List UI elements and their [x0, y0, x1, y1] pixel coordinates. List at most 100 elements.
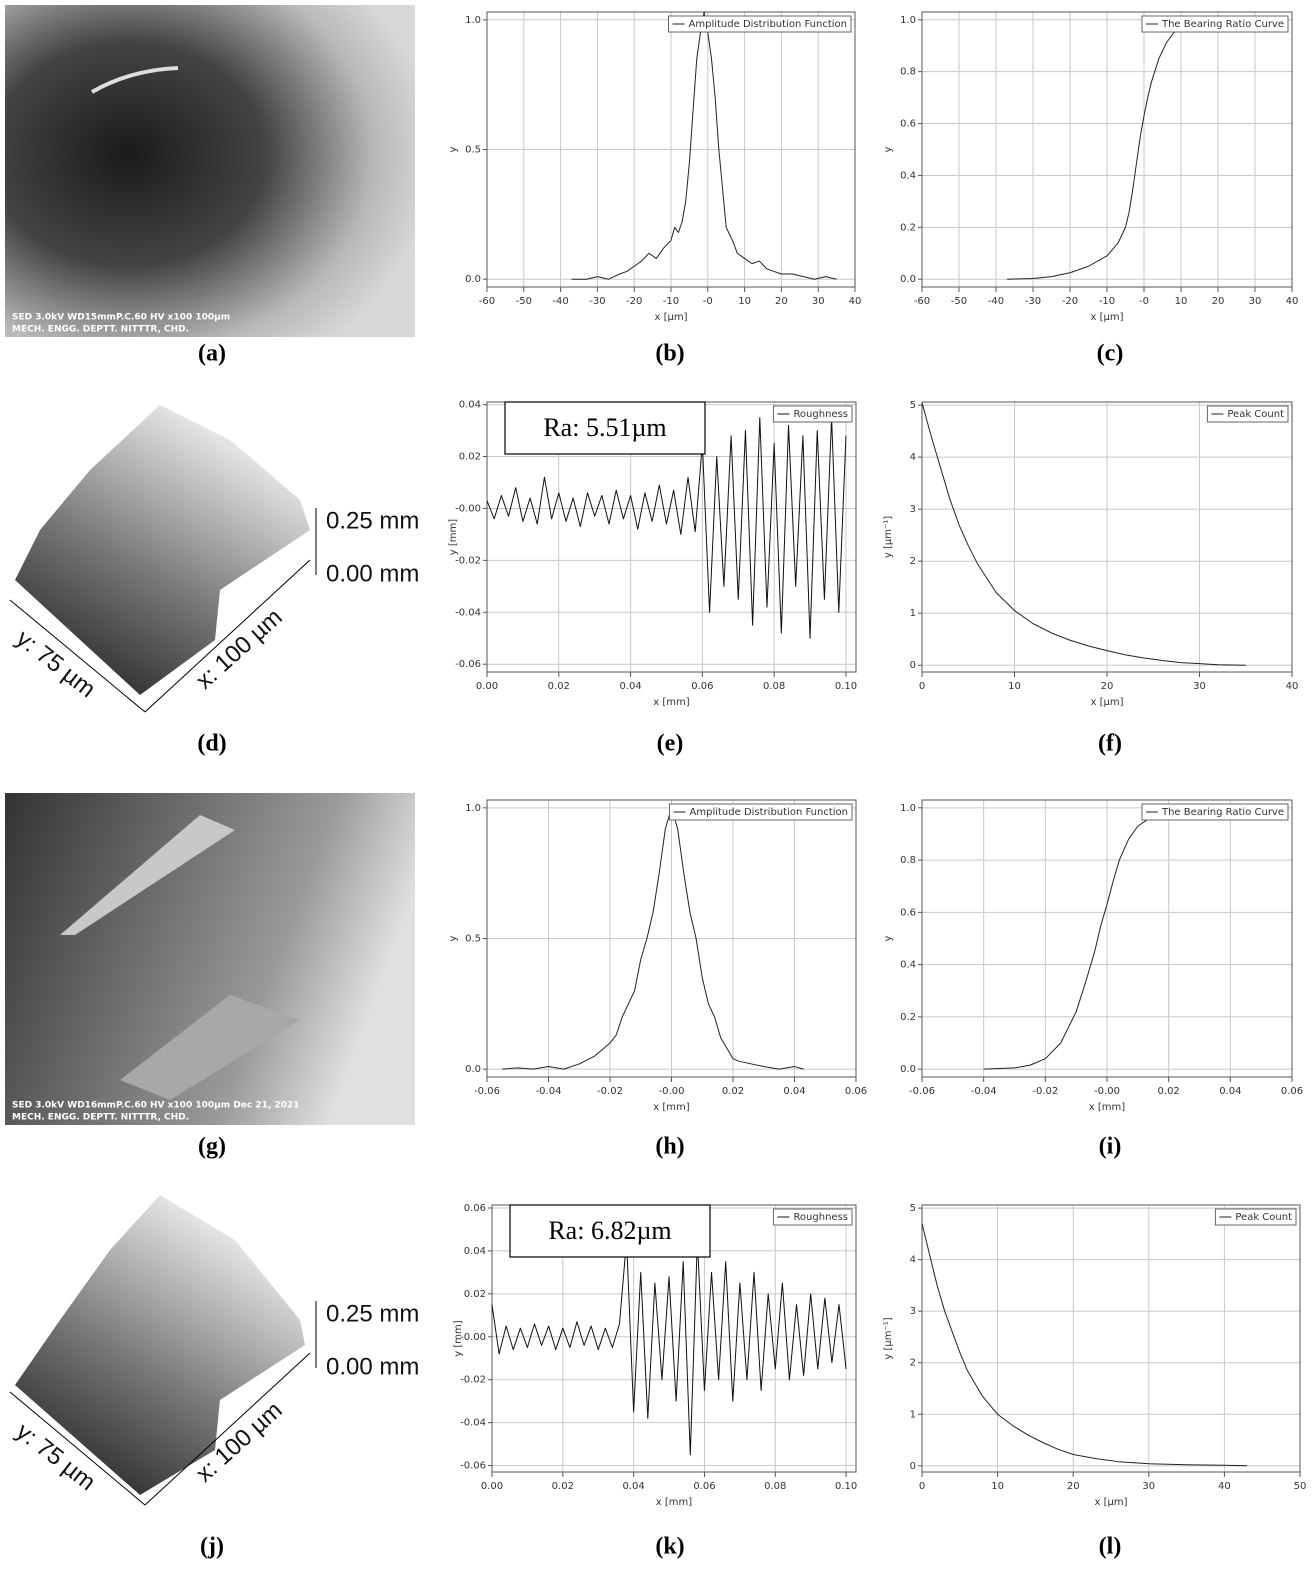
- legend-box: [1141, 15, 1289, 33]
- y-tick-label: -0.00: [455, 503, 481, 514]
- x-tick-label: -30: [589, 296, 605, 307]
- y-tick-label: 2: [910, 556, 916, 567]
- y-tick-label: 1.0: [465, 803, 481, 814]
- x-tick-label: 0.06: [845, 1086, 867, 1097]
- surface-axis: [144, 559, 311, 713]
- surface-plot: 0.25 mm 0.00 mm y: 75 µm x: 100 µm: [9, 405, 419, 713]
- x-axis-label: x [µm]: [1090, 697, 1123, 708]
- x-tick-label: 30: [1249, 296, 1262, 307]
- x-tick-label: -0.06: [909, 1086, 935, 1097]
- panel-label: (c): [1097, 341, 1124, 367]
- surface-axis: [9, 1391, 146, 1506]
- x-tick-label: 0.02: [722, 1086, 744, 1097]
- annotation: Ra: 6.82µm: [548, 1216, 671, 1245]
- y-axis-label: y: [883, 935, 894, 941]
- legend-box: [1206, 405, 1289, 423]
- x-tick-label: 0.06: [693, 1481, 715, 1492]
- x-axis-label: x [µm]: [654, 312, 687, 323]
- x-tick-label: -60: [479, 296, 495, 307]
- x-tick-label: 0: [919, 681, 925, 692]
- y-tick-label: 0.5: [465, 145, 481, 156]
- x-tick-label: 30: [1193, 681, 1206, 692]
- x-tick-label: 10: [738, 296, 751, 307]
- sem-caption: MECH. ENGG. DEPTT. NITTTR, CHD.: [12, 325, 189, 335]
- x-tick-label: -0.04: [536, 1086, 562, 1097]
- y-tick-label: 5: [910, 400, 916, 411]
- x-tick-label: 40: [1286, 681, 1299, 692]
- legend-box: [669, 803, 853, 821]
- x-tick-label: -60: [914, 296, 930, 307]
- x-tick-label: -20: [626, 296, 642, 307]
- panel-label: (h): [655, 1134, 684, 1160]
- y-tick-label: 0.04: [464, 1246, 486, 1257]
- plot-frame: [486, 11, 856, 288]
- annotation-box: [509, 1204, 711, 1258]
- x-tick-label: 0.02: [548, 681, 570, 692]
- z-label: 0.00 mm: [326, 1353, 419, 1380]
- y-tick-label: 3: [910, 1306, 916, 1317]
- legend-label: Peak Count: [1235, 1212, 1292, 1223]
- legend-label: The Bearing Ratio Curve: [1161, 807, 1284, 818]
- panel-label: (e): [657, 731, 684, 757]
- y-tick-label: 0.8: [900, 855, 916, 866]
- y-tick-label: 1: [910, 608, 916, 619]
- y-tick-label: 2: [910, 1358, 916, 1369]
- data-line: [921, 402, 1246, 666]
- y-tick-label: 1.0: [900, 15, 916, 26]
- z-label: 0.25 mm: [326, 1300, 419, 1327]
- x-tick-label: -40: [552, 296, 568, 307]
- x-tick-label: 40: [849, 296, 862, 307]
- x-tick-label: 20: [1101, 681, 1114, 692]
- y-tick-label: 0.4: [900, 170, 916, 181]
- x-tick-label: 20: [1212, 296, 1225, 307]
- x-tick-label: -30: [1025, 296, 1041, 307]
- y-tick-label: -0.04: [455, 607, 481, 618]
- surface-axis: [144, 1352, 311, 1506]
- x-tick-label: -0: [1139, 296, 1149, 307]
- legend-box: [1141, 803, 1289, 821]
- y-axis-label: y [µm⁻¹]: [883, 516, 894, 558]
- x-tick-label: -0.00: [1094, 1086, 1120, 1097]
- y-tick-label: 0.02: [459, 452, 481, 463]
- x-tick-label: -0.06: [474, 1086, 500, 1097]
- legend-label: The Bearing Ratio Curve: [1161, 19, 1284, 30]
- y-tick-label: 0.6: [900, 119, 916, 130]
- plot-frame: [921, 1204, 1301, 1473]
- y-tick-label: 0.06: [464, 1203, 486, 1214]
- x-tick-label: 0.00: [476, 681, 498, 692]
- y-tick-label: 0.0: [465, 1064, 481, 1075]
- y-axis-label: y [µm⁻¹]: [883, 1317, 894, 1359]
- y-tick-label: 0.5: [465, 934, 481, 945]
- data-line: [921, 1223, 1248, 1467]
- y-axis-label: y [mm]: [453, 1320, 464, 1356]
- panel-label: (b): [655, 341, 684, 367]
- x-tick-label: 0.04: [619, 681, 641, 692]
- z-label: 0.25 mm: [326, 507, 419, 534]
- y-tick-label: -0.02: [460, 1375, 486, 1386]
- y-tick-label: 0: [910, 1461, 916, 1472]
- x-tick-label: -0.00: [659, 1086, 685, 1097]
- surface-plot: 0.25 mm 0.00 mm y: 75 µm x: 100 µm: [9, 1195, 419, 1506]
- x-tick-label: -10: [1099, 296, 1115, 307]
- legend-label: Roughness: [793, 1212, 848, 1223]
- plot-frame: [921, 401, 1293, 673]
- y-tick-label: 0.6: [900, 907, 916, 918]
- legend-label: Amplitude Distribution Function: [689, 19, 847, 30]
- x-tick-label: 10: [991, 1481, 1004, 1492]
- panel-label: (k): [655, 1534, 684, 1560]
- x-tick-label: -0.04: [971, 1086, 997, 1097]
- panel-label: (l): [1099, 1534, 1122, 1560]
- y-tick-label: -0.00: [460, 1332, 486, 1343]
- y-axis-label: y: [448, 935, 459, 941]
- x-tick-label: 0.04: [1219, 1086, 1241, 1097]
- surface: [15, 405, 310, 695]
- y-tick-label: 4: [910, 1255, 916, 1266]
- panel-label: (a): [198, 341, 226, 367]
- x-tick-label: 0.10: [835, 1481, 857, 1492]
- x-tick-label: -20: [1062, 296, 1078, 307]
- y-tick-label: 4: [910, 452, 916, 463]
- x-tick-label: 40: [1286, 296, 1299, 307]
- z-label: 0.00 mm: [326, 560, 419, 587]
- x-tick-label: 0.06: [1281, 1086, 1303, 1097]
- y-tick-label: 0.0: [465, 274, 481, 285]
